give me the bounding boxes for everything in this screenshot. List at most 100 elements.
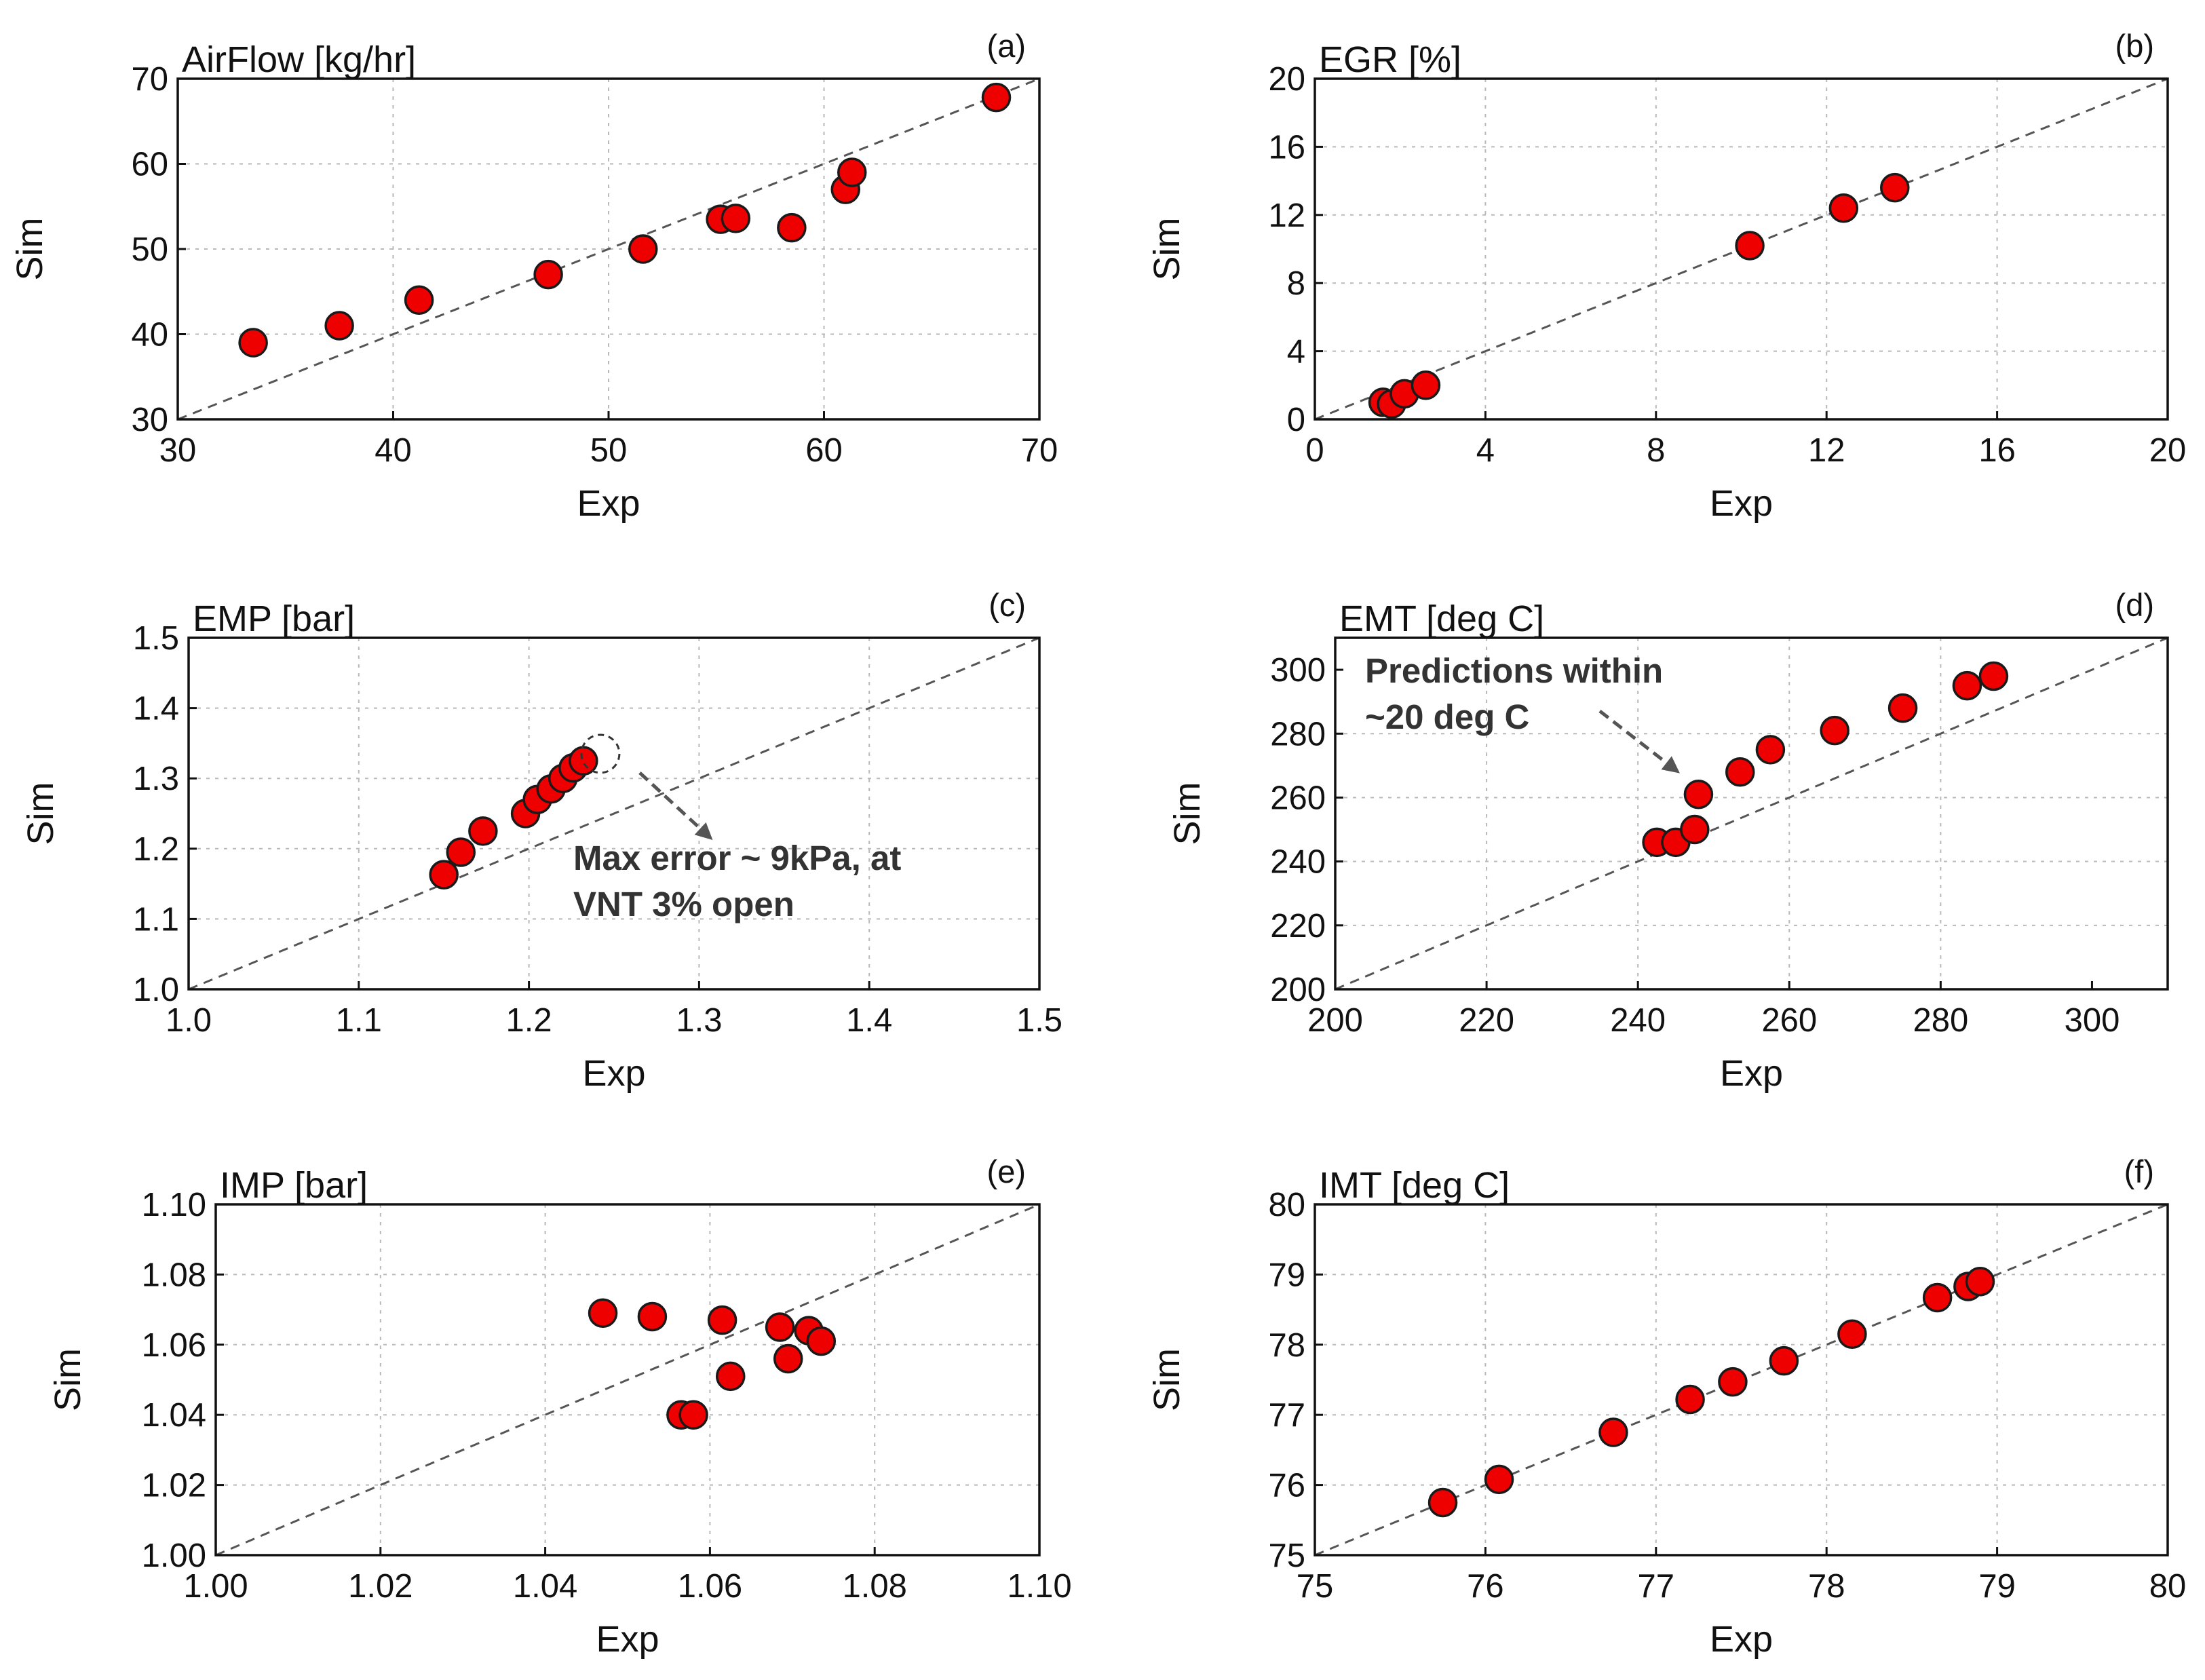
data-point: [1683, 779, 1714, 809]
x-tick-label: 30: [159, 432, 197, 469]
x-tick-label: 50: [590, 432, 628, 469]
data-point: [533, 259, 563, 290]
data-point: [1828, 193, 1859, 223]
x-tick-label: 1.0: [166, 1002, 212, 1039]
y-tick-label: 4: [1287, 334, 1305, 370]
x-tick-label: 1.00: [183, 1568, 248, 1605]
y-axis-label: Sim: [20, 782, 61, 845]
data-point: [707, 1305, 737, 1335]
x-tick-label: 79: [1978, 1568, 2016, 1605]
y-tick-label: 77: [1268, 1397, 1305, 1434]
x-tick-label: 80: [2149, 1568, 2187, 1605]
reference-line: [215, 1203, 1040, 1557]
x-tick-label: 260: [1761, 1002, 1817, 1039]
x-tick-label: 16: [1978, 432, 2016, 469]
data-point: [588, 1298, 618, 1329]
panel-b: 0 4 8 12 16 20 0 4 8 12 16 20 EGR [%] (b) Exp Sim: [1147, 28, 2186, 524]
panel-title: AirFlow [kg/hr]: [182, 39, 416, 80]
data-point: [1922, 1282, 1953, 1313]
y-tick-label: 75: [1268, 1538, 1305, 1574]
x-tick-label: 0: [1305, 432, 1324, 469]
x-tick-label: 1.04: [513, 1568, 577, 1605]
x-tick-label: 78: [1808, 1568, 1845, 1605]
panel-label: (f): [2124, 1153, 2154, 1189]
max-error-highlight-circle: [580, 733, 621, 774]
x-tick-label: 1.2: [506, 1002, 552, 1039]
y-tick-label: 12: [1268, 197, 1305, 234]
x-tick-label: 20: [2149, 432, 2187, 469]
y-tick-label: 30: [131, 402, 168, 438]
y-tick-label: 80: [1268, 1187, 1305, 1223]
plot-frame: [1314, 1203, 2169, 1557]
y-tick-label: 1.04: [142, 1397, 206, 1434]
data-point: [468, 816, 498, 846]
data-point: [1837, 1319, 1867, 1350]
panel-c: 1.0 1.1 1.2 1.3 1.4 1.5 1.0 1.1 1.2 1.3 1.4 1.5 EMP …: [20, 587, 1062, 1094]
annotation-line: ~20 deg C: [1365, 698, 1529, 736]
annotation-line: VNT 3% open: [573, 885, 794, 923]
y-axis-label: Sim: [1147, 218, 1187, 281]
y-tick-label: 1.10: [142, 1187, 206, 1223]
x-tick-label: 1.08: [843, 1568, 907, 1605]
panel-title: EGR [%]: [1319, 39, 1461, 80]
y-tick-label: 220: [1270, 908, 1326, 944]
y-tick-label: 1.02: [142, 1468, 206, 1504]
data-point: [628, 234, 658, 264]
panel-title: EMP [bar]: [193, 598, 355, 639]
data-point: [1965, 1266, 1995, 1297]
x-tick-label: 1.1: [336, 1002, 382, 1039]
panel-title: IMT [deg C]: [1319, 1165, 1510, 1206]
y-tick-label: 1.0: [133, 972, 179, 1008]
x-tick-label: 40: [375, 432, 412, 469]
plot-frame: [187, 636, 1041, 991]
x-tick-label: 220: [1459, 1002, 1514, 1039]
y-axis-label: Sim: [9, 218, 50, 281]
y-tick-label: 1.1: [133, 901, 179, 938]
y-tick-label: 240: [1270, 844, 1326, 881]
data-point: [1718, 1367, 1748, 1397]
x-tick-label: 4: [1476, 432, 1495, 469]
data-point: [1680, 814, 1710, 845]
data-point: [777, 212, 807, 243]
data-point: [1735, 231, 1765, 261]
y-tick-label: 0: [1287, 402, 1305, 438]
x-tick-label: 1.4: [846, 1002, 892, 1039]
y-tick-label: 1.06: [142, 1327, 206, 1364]
panel-label: (e): [987, 1153, 1026, 1189]
y-axis-label: Sim: [1147, 1348, 1187, 1411]
x-tick-label: 240: [1610, 1002, 1666, 1039]
x-tick-label: 280: [1913, 1002, 1968, 1039]
y-tick-label: 16: [1268, 129, 1305, 166]
y-axis-label: Sim: [1167, 782, 1208, 845]
y-tick-label: 20: [1268, 61, 1305, 98]
y-tick-label: 78: [1268, 1327, 1305, 1364]
x-tick-label: 1.06: [678, 1568, 742, 1605]
x-tick-label: 300: [2065, 1002, 2120, 1039]
plot-frame: [1334, 636, 2169, 991]
data-point: [404, 285, 434, 316]
data-point: [1820, 715, 1849, 746]
annotation-line: Max error ~ 9kPa, at: [573, 839, 901, 877]
panel-label: (d): [2115, 587, 2154, 623]
data-point: [678, 1400, 708, 1430]
y-tick-label: 40: [131, 317, 168, 354]
y-tick-label: 76: [1268, 1468, 1305, 1504]
plot-frame: [1314, 77, 2169, 421]
annotation-line: Predictions within: [1365, 651, 1663, 690]
x-axis-label: Exp: [577, 483, 640, 524]
data-point: [637, 1301, 668, 1332]
x-tick-label: 1.5: [1016, 1002, 1062, 1039]
panel-label: (b): [2115, 28, 2154, 64]
annotation-arrow: [638, 771, 713, 841]
data-point: [1598, 1417, 1628, 1447]
x-axis-label: Exp: [1710, 1619, 1773, 1660]
panel-f: 75 76 77 78 79 80 75 76 77 78 79 80 IMT [deg C] (f) Ex…: [1147, 1153, 2186, 1660]
data-point: [1887, 693, 1918, 723]
x-tick-label: 77: [1638, 1568, 1675, 1605]
panel-title: EMT [deg C]: [1339, 598, 1544, 639]
y-axis-label: Sim: [47, 1348, 88, 1411]
plot-frame: [214, 1203, 1041, 1557]
y-tick-label: 260: [1270, 780, 1326, 816]
panel-label: (a): [987, 28, 1026, 64]
y-tick-label: 1.4: [133, 691, 179, 727]
